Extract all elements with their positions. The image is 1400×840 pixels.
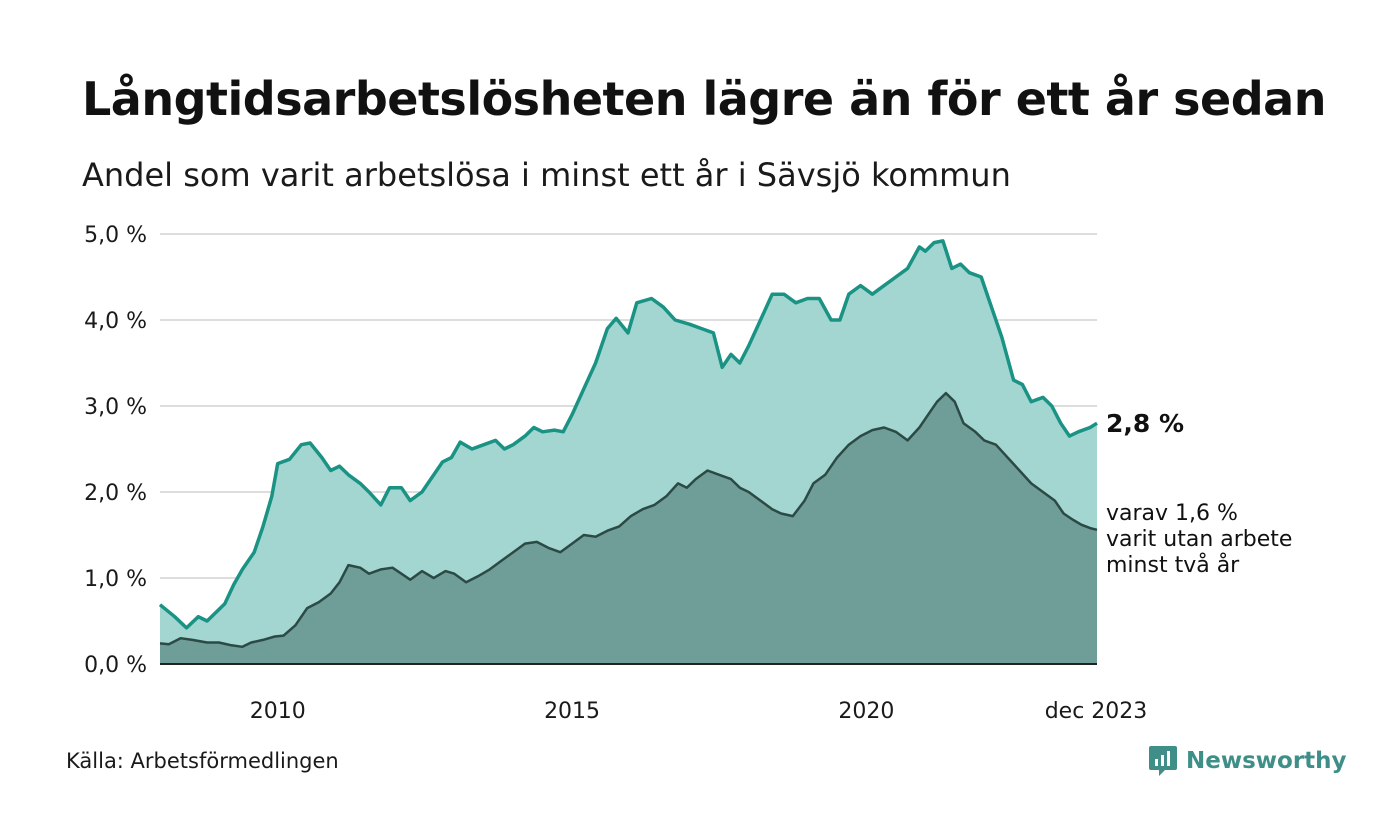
chart-subtitle: Andel som varit arbetslösa i minst ett å… xyxy=(82,156,1011,194)
y-tick-label: 3,0 % xyxy=(84,395,147,420)
y-tick-label: 4,0 % xyxy=(84,309,147,334)
brand-logo[interactable]: Newsworthy xyxy=(1148,744,1347,778)
brand-name: Newsworthy xyxy=(1186,748,1347,774)
x-tick-label: 2010 xyxy=(250,699,306,724)
end-label-line: varav 1,6 % xyxy=(1106,501,1238,526)
end-label-line: varit utan arbete xyxy=(1106,527,1292,552)
x-tick-label: 2020 xyxy=(838,699,894,724)
end-label-two-years: varav 1,6 % varit utan arbete minst två år xyxy=(1106,501,1292,578)
x-tick-label: dec 2023 xyxy=(1045,699,1148,724)
y-tick-label: 0,0 % xyxy=(84,653,147,678)
y-tick-label: 5,0 % xyxy=(84,223,147,248)
end-label-line: minst två år xyxy=(1106,552,1240,578)
y-tick-label: 2,0 % xyxy=(84,481,147,506)
source-note: Källa: Arbetsförmedlingen xyxy=(66,749,339,773)
x-tick-label: 2015 xyxy=(544,699,600,724)
y-axis-labels: 0,0 % 1,0 % 2,0 % 3,0 % 4,0 % 5,0 % xyxy=(84,223,147,678)
line-unemployed-two-years xyxy=(159,391,1098,649)
newsworthy-logo-icon xyxy=(1149,746,1177,776)
line-total-long-term-unemployed xyxy=(158,239,1098,630)
end-label-total: 2,8 % xyxy=(1106,409,1184,438)
x-axis-labels: 2010 2015 2020 dec 2023 xyxy=(250,699,1148,724)
chart-title: Långtidsarbetslösheten lägre än för ett … xyxy=(82,72,1326,126)
y-tick-label: 1,0 % xyxy=(84,567,147,592)
area-unemployed-two-years xyxy=(160,393,1097,664)
